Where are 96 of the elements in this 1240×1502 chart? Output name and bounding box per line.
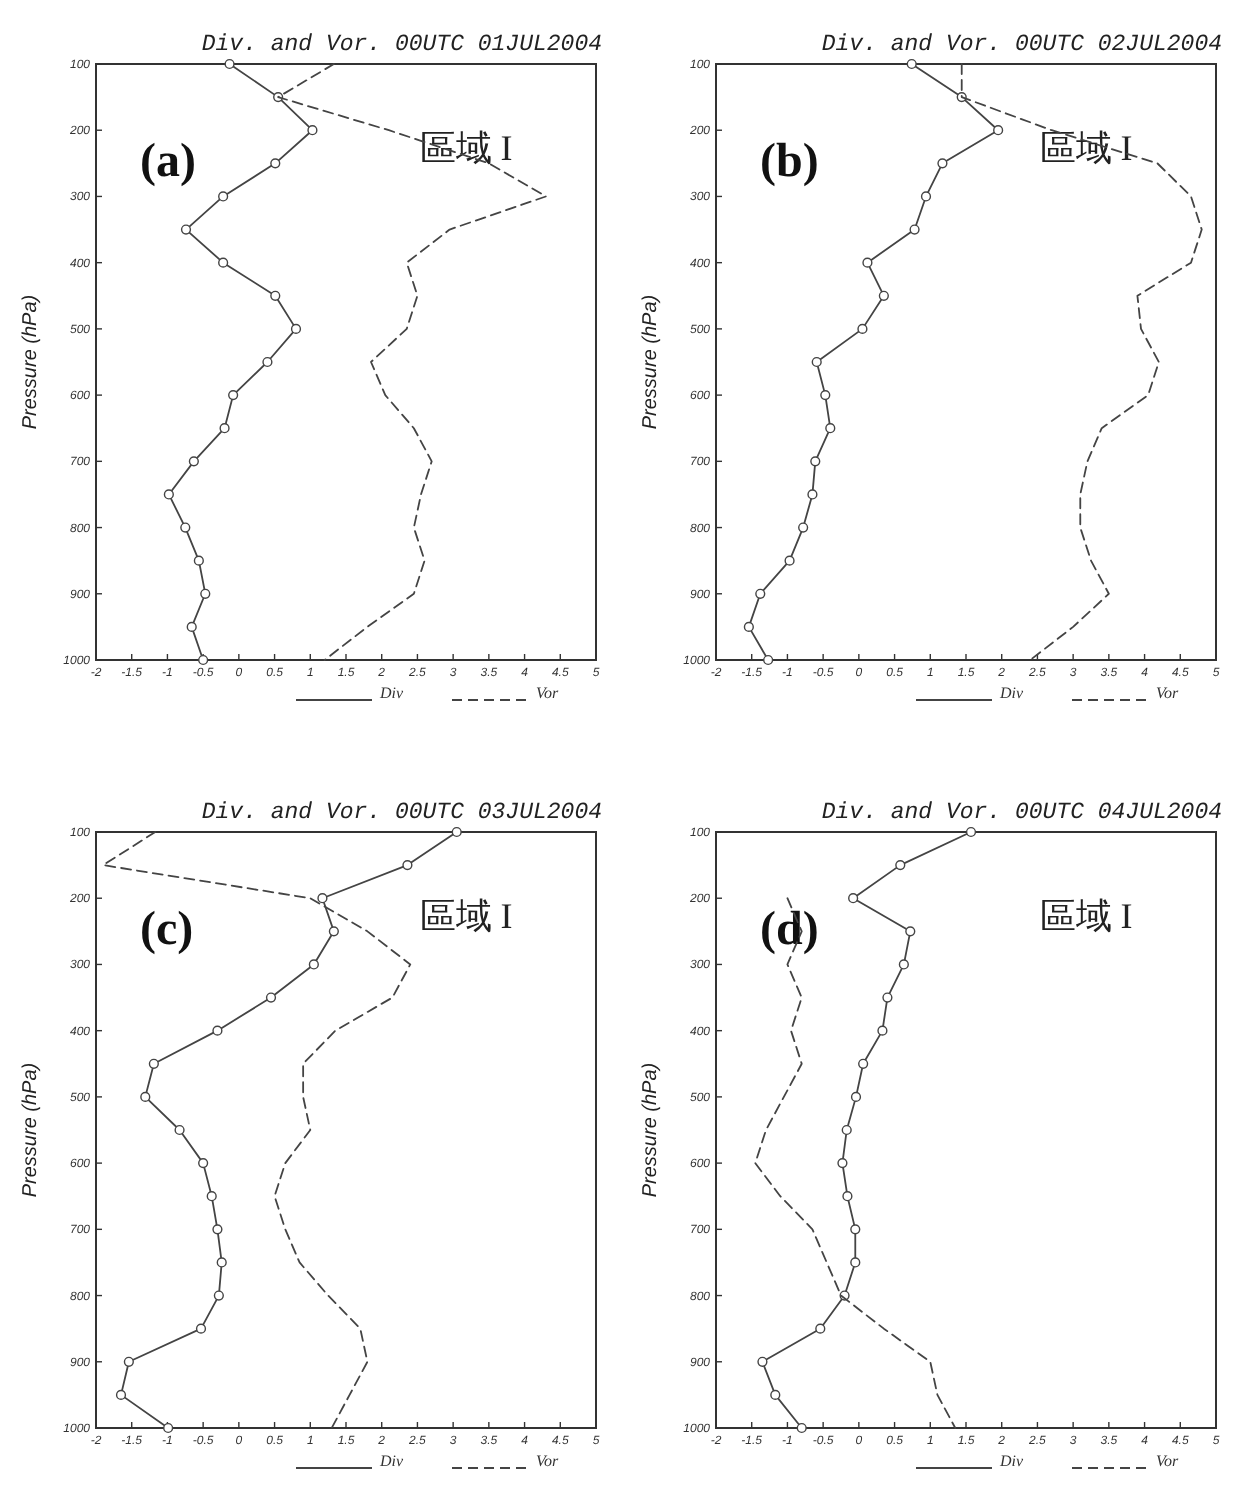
y-axis-title: Pressure (hPa) bbox=[20, 294, 42, 430]
chart-title: Div. and Vor. 00UTC 02JUL2004 bbox=[821, 32, 1223, 58]
point bbox=[743, 621, 754, 632]
point bbox=[308, 959, 319, 970]
point bbox=[796, 1422, 807, 1434]
y-axis-title: Pressure (hPa) bbox=[640, 294, 662, 430]
point bbox=[842, 1191, 853, 1202]
point bbox=[213, 1290, 224, 1301]
point bbox=[895, 860, 906, 871]
point bbox=[290, 323, 302, 334]
annotation: 區域 I bbox=[1039, 128, 1133, 168]
point bbox=[841, 1124, 852, 1136]
legend-label: Div bbox=[378, 684, 404, 702]
point bbox=[186, 621, 197, 632]
point bbox=[188, 456, 199, 467]
point bbox=[148, 1058, 159, 1069]
point bbox=[965, 826, 977, 838]
point bbox=[402, 860, 413, 871]
point bbox=[212, 1224, 223, 1235]
point bbox=[451, 826, 462, 838]
point bbox=[850, 1224, 861, 1235]
point bbox=[180, 522, 191, 533]
point bbox=[265, 992, 277, 1003]
point bbox=[850, 1257, 861, 1268]
y-axis-title: Pressure (hPa) bbox=[640, 1062, 662, 1198]
point bbox=[198, 654, 209, 666]
point bbox=[262, 356, 273, 368]
legend-label: Vor bbox=[536, 1452, 560, 1470]
point bbox=[216, 1257, 227, 1268]
point bbox=[878, 290, 889, 301]
annotation: (d) bbox=[760, 904, 819, 956]
point bbox=[807, 489, 818, 500]
point bbox=[857, 323, 868, 334]
point bbox=[784, 555, 795, 566]
legend-label: Vor bbox=[536, 684, 560, 702]
point bbox=[763, 654, 774, 666]
point bbox=[224, 58, 235, 70]
point bbox=[212, 1025, 223, 1036]
annotation: 區域 I bbox=[419, 896, 513, 936]
point bbox=[270, 158, 281, 169]
point bbox=[850, 1091, 862, 1102]
legend-label: Vor bbox=[1156, 1452, 1180, 1470]
point bbox=[198, 1158, 209, 1169]
point bbox=[180, 224, 192, 235]
point bbox=[837, 1158, 848, 1169]
point bbox=[811, 356, 822, 368]
legend-label: Vor bbox=[1156, 684, 1180, 702]
point bbox=[906, 58, 917, 70]
annotation: (a) bbox=[140, 136, 196, 188]
point bbox=[219, 423, 230, 434]
legend-label: Div bbox=[998, 1452, 1024, 1470]
point bbox=[328, 926, 339, 937]
point bbox=[163, 489, 174, 500]
chart-title: Div. and Vor. 00UTC 01JUL2004 bbox=[201, 32, 603, 58]
point bbox=[862, 257, 873, 268]
point bbox=[140, 1091, 151, 1102]
point bbox=[270, 290, 281, 301]
y-axis-title: Pressure (hPa) bbox=[20, 1062, 42, 1198]
point bbox=[920, 191, 932, 202]
point bbox=[163, 1422, 174, 1434]
point bbox=[909, 224, 920, 235]
point bbox=[882, 992, 893, 1003]
point bbox=[848, 893, 859, 904]
point bbox=[877, 1025, 888, 1036]
chart-title: Div. and Vor. 00UTC 04JUL2004 bbox=[821, 800, 1223, 826]
point bbox=[905, 926, 916, 937]
point bbox=[993, 125, 1004, 136]
point bbox=[218, 257, 229, 268]
point bbox=[115, 1389, 127, 1400]
point bbox=[123, 1356, 134, 1367]
point bbox=[195, 1323, 207, 1334]
point bbox=[810, 456, 821, 467]
point bbox=[755, 588, 766, 599]
legend-label: Div bbox=[998, 684, 1024, 702]
annotation: (c) bbox=[140, 904, 194, 956]
point bbox=[825, 423, 836, 434]
point bbox=[307, 125, 318, 136]
point bbox=[815, 1323, 826, 1334]
point bbox=[206, 1191, 217, 1202]
point bbox=[820, 390, 831, 401]
annotation: (b) bbox=[760, 136, 819, 188]
point bbox=[218, 191, 229, 202]
annotation: 區域 I bbox=[1039, 896, 1133, 936]
point bbox=[858, 1058, 869, 1069]
point bbox=[937, 158, 948, 169]
point bbox=[193, 555, 204, 566]
point bbox=[757, 1356, 768, 1367]
point bbox=[200, 588, 211, 599]
point bbox=[317, 893, 328, 904]
point bbox=[898, 959, 909, 970]
chart-title: Div. and Vor. 00UTC 03JUL2004 bbox=[201, 800, 603, 826]
point bbox=[174, 1124, 185, 1136]
point bbox=[770, 1389, 781, 1400]
point bbox=[798, 522, 809, 533]
point bbox=[228, 390, 239, 401]
legend-label: Div bbox=[378, 1452, 404, 1470]
